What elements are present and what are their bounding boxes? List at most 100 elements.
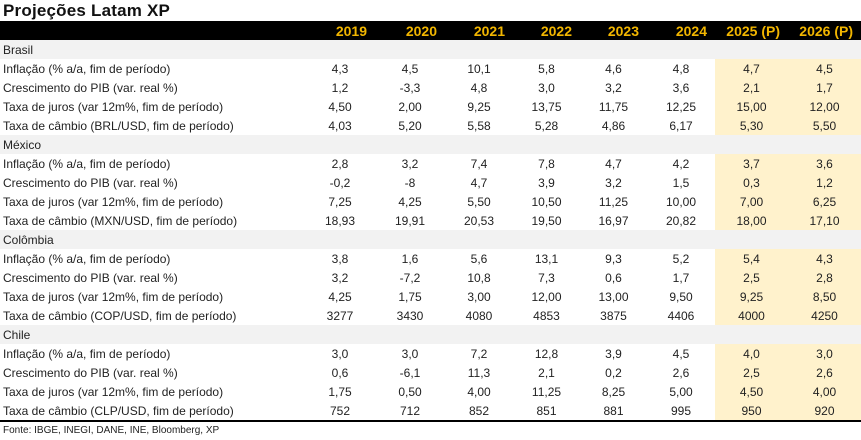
value-cell: 3,0 xyxy=(538,80,555,95)
row-label: Inflação (% a/a, fim de período) xyxy=(3,346,171,361)
value-cell: 7,8 xyxy=(538,156,555,171)
header-row: 2019 2020 2021 2022 2023 2024 2025 (P) 2026 (P) xyxy=(0,21,861,40)
value-cell: 5,58 xyxy=(467,118,491,133)
projected-value-cell: 17,10 xyxy=(788,211,861,230)
row-label: Inflação (% a/a, fim de período) xyxy=(3,156,171,171)
value-cell: 11,75 xyxy=(598,99,629,114)
value-cell: 4,8 xyxy=(672,61,690,76)
value-cell: 11,3 xyxy=(467,365,491,380)
row-label: Inflação (% a/a, fim de período) xyxy=(3,251,171,266)
value-cell: 0,6 xyxy=(331,365,349,380)
value-cell: 9,50 xyxy=(669,289,693,304)
year-header: 2023 xyxy=(580,21,647,40)
table-row: Inflação (% a/a, fim de período) 3,0 3,0 7,… xyxy=(0,344,861,363)
value-cell: 3,2 xyxy=(401,156,419,171)
value-cell: 7,2 xyxy=(470,346,488,361)
value-cell: -7,2 xyxy=(399,270,421,285)
table-row: Crescimento do PIB (var. real %) 3,2 -7,2 1… xyxy=(0,268,861,287)
value-cell: 5,6 xyxy=(470,251,488,266)
value-cell: 7,3 xyxy=(538,270,555,285)
value-cell: 2,6 xyxy=(672,365,690,380)
section-row: México xyxy=(0,135,861,154)
value-cell: 5,00 xyxy=(669,384,693,399)
value-cell: 10,00 xyxy=(665,194,697,209)
section-row: Chile xyxy=(0,325,861,344)
year-header: 2020 xyxy=(375,21,445,40)
value-cell: 4,8 xyxy=(470,80,488,95)
projected-value-cell: 2,6 xyxy=(788,363,861,382)
row-label: Taxa de juros (var 12m%, fim de período) xyxy=(3,99,224,114)
value-cell: 4,6 xyxy=(605,61,622,76)
value-cell: 2,1 xyxy=(538,365,555,380)
table-row: Inflação (% a/a, fim de período) 3,8 1,6 5,… xyxy=(0,249,861,268)
value-cell: 13,75 xyxy=(531,99,562,114)
year-header: 2025 (P) xyxy=(715,21,788,40)
value-cell: 5,28 xyxy=(534,118,559,133)
year-header: 2022 xyxy=(513,21,580,40)
value-cell: 11,25 xyxy=(598,194,629,209)
value-cell: 2,8 xyxy=(331,156,349,171)
year-header: 2019 xyxy=(305,21,375,40)
value-cell: 1,75 xyxy=(398,289,422,304)
value-cell: 12,00 xyxy=(531,289,562,304)
value-cell: 1,2 xyxy=(331,80,349,95)
value-cell: 3,9 xyxy=(538,175,555,190)
value-cell: 9,25 xyxy=(467,99,491,114)
value-cell: 2,00 xyxy=(398,99,422,114)
value-cell: 10,1 xyxy=(467,61,491,76)
value-cell: 13,1 xyxy=(534,251,559,266)
table-row: Inflação (% a/a, fim de período) 2,8 3,2 7,… xyxy=(0,154,861,173)
table-row: Taxa de câmbio (BRL/USD, fim de período)… xyxy=(0,116,861,135)
value-cell: 4,03 xyxy=(328,118,352,133)
projected-value-cell: 1,7 xyxy=(788,78,861,97)
value-cell: 5,20 xyxy=(398,118,422,133)
value-cell: 851 xyxy=(513,401,580,422)
value-cell: 3277 xyxy=(326,308,354,323)
row-label: Taxa de juros (var 12m%, fim de período) xyxy=(3,289,224,304)
row-label: Crescimento do PIB (var. real %) xyxy=(3,270,178,285)
projected-value-cell: 4,50 xyxy=(715,382,788,401)
value-cell: -3,3 xyxy=(399,80,421,95)
table-row: Taxa de juros (var 12m%, fim de período)… xyxy=(0,192,861,211)
value-cell: 13,00 xyxy=(598,289,629,304)
projected-value-cell: 3,6 xyxy=(788,154,861,173)
projected-value-cell: 12,00 xyxy=(788,97,861,116)
projected-value-cell: 4,5 xyxy=(788,59,861,78)
value-cell: 852 xyxy=(445,401,513,422)
projected-value-cell: 5,30 xyxy=(715,116,788,135)
value-cell: 3,2 xyxy=(331,270,349,285)
value-cell: 19,50 xyxy=(531,213,562,228)
projected-value-cell: 2,1 xyxy=(715,78,788,97)
value-cell: 4,5 xyxy=(401,61,419,76)
projected-value-cell: 15,00 xyxy=(715,97,788,116)
value-cell: 752 xyxy=(305,401,375,422)
value-cell: 3,2 xyxy=(605,80,622,95)
section-name: México xyxy=(0,135,861,154)
table-row: Taxa de câmbio (COP/USD, fim de período)… xyxy=(0,306,861,325)
projected-value-cell: 1,2 xyxy=(788,173,861,192)
projected-value-cell: 0,3 xyxy=(715,173,788,192)
row-label: Crescimento do PIB (var. real %) xyxy=(3,80,178,95)
value-cell: 4,86 xyxy=(601,118,626,133)
value-cell: 18,93 xyxy=(324,213,356,228)
year-header: 2024 xyxy=(647,21,715,40)
value-cell: 3,0 xyxy=(331,346,349,361)
section-name: Chile xyxy=(0,325,861,344)
value-cell: 3,2 xyxy=(605,175,622,190)
table-row: Taxa de câmbio (CLP/USD, fim de período)… xyxy=(0,401,861,422)
table-row: Taxa de juros (var 12m%, fim de período)… xyxy=(0,382,861,401)
header-label-cell xyxy=(0,21,305,40)
projected-value-cell: 4,7 xyxy=(715,59,788,78)
row-label: Crescimento do PIB (var. real %) xyxy=(3,175,178,190)
row-label: Taxa de juros (var 12m%, fim de período) xyxy=(3,194,224,209)
projected-value-cell: 5,50 xyxy=(788,116,861,135)
projected-value-cell: 920 xyxy=(788,401,861,422)
value-cell: 3,6 xyxy=(672,80,690,95)
projected-value-cell: 4,00 xyxy=(788,382,861,401)
projected-value-cell: 8,50 xyxy=(788,287,861,306)
row-label: Inflação (% a/a, fim de período) xyxy=(3,61,171,76)
row-label: Taxa de câmbio (BRL/USD, fim de período) xyxy=(3,118,234,133)
value-cell: 4,25 xyxy=(328,289,352,304)
table-row: Taxa de juros (var 12m%, fim de período)… xyxy=(0,287,861,306)
value-cell: 1,7 xyxy=(672,270,690,285)
